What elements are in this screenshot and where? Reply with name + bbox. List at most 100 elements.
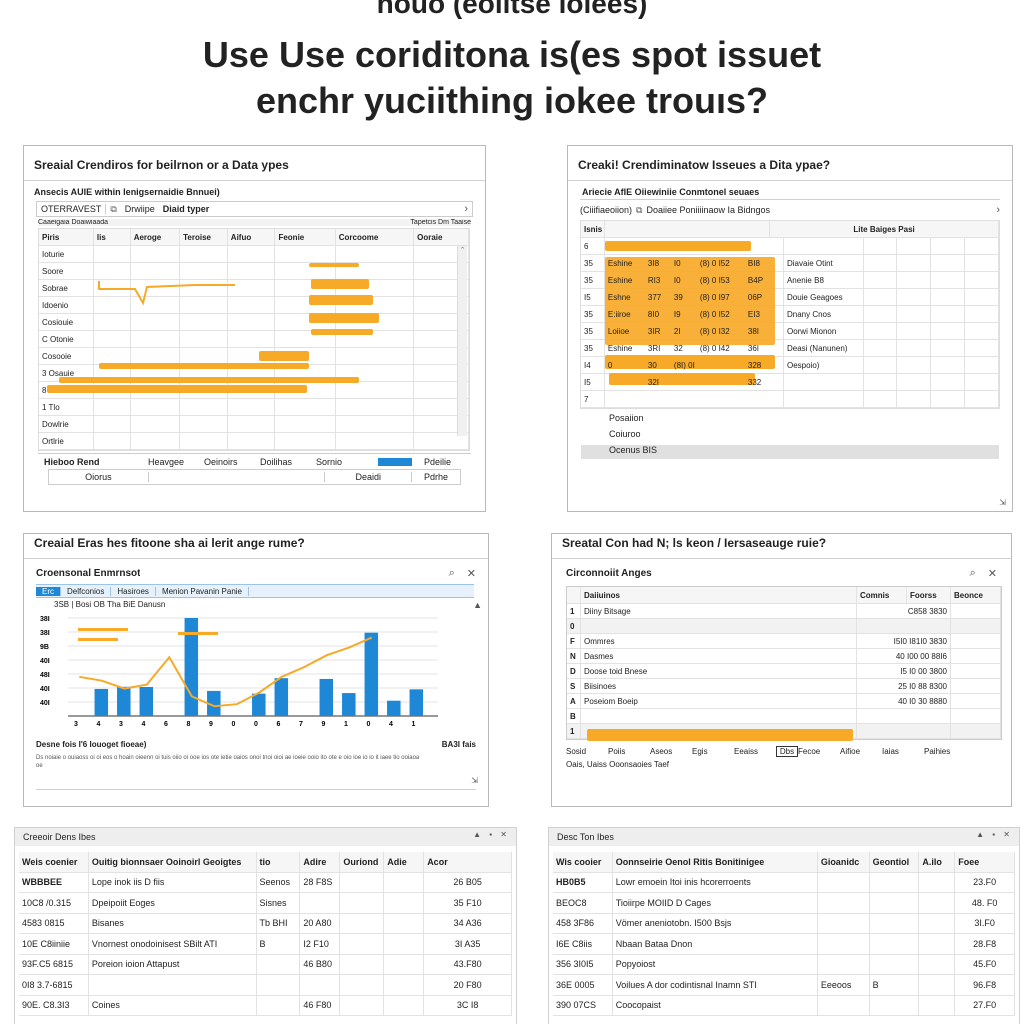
- table-row: 35 E:iiroe 8I0 I9 (8) 0 I52 EI3 Dnany Cnos: [581, 306, 1000, 323]
- table-cell: [919, 872, 956, 892]
- footer-item[interactable]: Dbs: [776, 745, 798, 757]
- chart-bar[interactable]: [139, 686, 154, 716]
- chart-bar[interactable]: [387, 700, 401, 716]
- column-header[interactable]: Adie: [384, 852, 425, 872]
- table-row[interactable]: I6E C8iis Nbaan Bataa Dnon 28.F8: [553, 934, 1015, 955]
- table-row[interactable]: 10E C8iiniie Vnornest onodoinisest SBilt …: [19, 934, 512, 955]
- column-header[interactable]: A.ilo: [919, 852, 956, 872]
- chart-bar[interactable]: [274, 678, 289, 716]
- chart-bar[interactable]: [319, 678, 334, 716]
- column-header[interactable]: Ouitig bionnsaer Ooinoirl Geoigtes: [88, 852, 257, 872]
- table-row[interactable]: 90E. C8.3I3 Coines 46 F80 3C I8: [19, 995, 512, 1016]
- data-type-field[interactable]: Diaid typer: [162, 204, 210, 214]
- table-row[interactable]: BEOC8 Tioiirpe MOIID D Cages 48. F0: [553, 893, 1015, 914]
- table-row[interactable]: HB0B5 Lowr emoein Itoi inis hcorerroents 2…: [553, 872, 1015, 893]
- table-row[interactable]: 0I8 3.7-6815 20 F80: [19, 975, 512, 996]
- footer-item[interactable]: Aifioe: [840, 746, 861, 756]
- chart-bar[interactable]: [364, 632, 379, 716]
- footer-button[interactable]: Oiorus: [49, 472, 149, 482]
- table-row[interactable]: 390 07CS Coocopaist 27.F0: [553, 995, 1015, 1016]
- table-row[interactable]: 36E 0005 Voilues A dor codintisnal Inamn …: [553, 975, 1015, 996]
- table-row[interactable]: 10C8 /0.315 Dpeipoiit Eoges Sisnes 35 F10: [19, 893, 512, 914]
- footer-item[interactable]: Paihies: [924, 746, 951, 756]
- resize-icon[interactable]: ⇲: [471, 776, 478, 785]
- chart-bar[interactable]: [207, 690, 221, 716]
- column-header[interactable]: Teroise: [180, 229, 228, 245]
- resize-icon[interactable]: ⇲: [999, 498, 1006, 507]
- column-header[interactable]: Beonce: [951, 587, 1001, 603]
- column-header[interactable]: Foee: [955, 852, 1015, 872]
- column-header[interactable]: Ouriond: [340, 852, 385, 872]
- tab-3[interactable]: Hasiroes: [111, 586, 156, 596]
- table-cell: [131, 314, 181, 330]
- toolbar-right[interactable]: Tapetcis Dm Taaise: [410, 219, 471, 226]
- tab-1[interactable]: Erc: [36, 586, 61, 596]
- column-header[interactable]: Corcoome: [335, 229, 415, 245]
- footer-item[interactable]: Poiis: [608, 746, 626, 756]
- highlight-mark: [78, 638, 118, 641]
- column-header[interactable]: [567, 587, 581, 603]
- tab-2[interactable]: Delfconios: [61, 586, 112, 596]
- footer-item[interactable]: Iaias: [882, 746, 899, 756]
- chart-bar[interactable]: [252, 693, 266, 716]
- column-header[interactable]: Foorss: [907, 587, 951, 603]
- footer-item[interactable]: Egis: [692, 746, 708, 756]
- column-header[interactable]: Piris: [39, 229, 94, 245]
- close-icon[interactable]: ✕: [466, 568, 476, 580]
- headline-line-1: Use Use coriditona is(es spot issuet: [202, 34, 822, 75]
- range-field[interactable]: (Ciiifiaeoiion): [580, 205, 633, 215]
- column-header[interactable]: Weis coenier: [19, 852, 89, 872]
- close-icon[interactable]: ✕: [987, 568, 997, 580]
- table-row[interactable]: 356 3I0I5 Popyoiost 45.F0: [553, 954, 1015, 975]
- chevron-right-icon[interactable]: ›: [464, 203, 468, 215]
- column-header[interactable]: Aifuo: [227, 229, 276, 245]
- vertical-scrollbar[interactable]: ⌃: [457, 246, 467, 436]
- table-cell: [897, 323, 932, 339]
- rule-field[interactable]: Drwiipe: [124, 204, 155, 214]
- table-row[interactable]: WBBBEE Lope inok iis D fiis Seenos 28 F8S 26…: [19, 872, 512, 893]
- table-cell: 28 F8S: [300, 872, 341, 892]
- range-field[interactable]: OTERRAVEST: [37, 204, 107, 214]
- chart-bar[interactable]: [94, 688, 109, 716]
- column-header[interactable]: Daiiuinos: [581, 587, 857, 603]
- footer-item[interactable]: Aseos: [650, 746, 673, 756]
- copy-icon[interactable]: ⧉: [636, 204, 643, 215]
- column-header[interactable]: Aeroge: [130, 229, 181, 245]
- copy-icon[interactable]: ⧉: [110, 203, 117, 214]
- row-name: Ommres: [581, 634, 857, 648]
- footer-item[interactable]: Sosid: [566, 746, 587, 756]
- column-header[interactable]: Oonnseirie Oenol Ritis Bonitinigee: [612, 852, 818, 872]
- chart-bar[interactable]: [117, 686, 131, 716]
- column-header[interactable]: tio: [256, 852, 301, 872]
- column-header[interactable]: Wis cooier: [553, 852, 613, 872]
- column-header[interactable]: Geontiol: [869, 852, 920, 872]
- column-header[interactable]: Feonie: [275, 229, 336, 245]
- search-icon[interactable]: ⌕: [969, 567, 976, 579]
- chart-bar[interactable]: [409, 689, 424, 716]
- column-header[interactable]: Gioanidc: [817, 852, 870, 872]
- search-icon[interactable]: ⌕: [448, 567, 455, 579]
- table-cell: Poreion ioion Attapust: [89, 954, 257, 974]
- column-header[interactable]: Acor: [424, 852, 512, 872]
- chart-bar[interactable]: [342, 693, 356, 716]
- footer-button[interactable]: Deaidi: [324, 472, 413, 482]
- footer-item[interactable]: Eeaiss: [734, 746, 759, 756]
- column-header[interactable]: lis: [93, 229, 131, 245]
- pin-icon[interactable]: ▲: [473, 600, 482, 610]
- table-row[interactable]: 93F.C5 6815 Poreion ioion Attapust 46 B80 4…: [19, 954, 512, 975]
- table-cell: [931, 289, 966, 305]
- tab-4[interactable]: Menion Pavanin Panie: [156, 586, 249, 596]
- window-controls-icon[interactable]: ▲ ▪ ✕: [976, 830, 1013, 839]
- table-cell: [965, 374, 1000, 390]
- table-row[interactable]: 4583 0815 Bisanes Tb BHI 20 A80 34 A36: [19, 913, 512, 934]
- column-header[interactable]: Adire: [300, 852, 341, 872]
- footer-item[interactable]: Fecoe: [798, 746, 821, 756]
- rule-field[interactable]: Doaiiee Poniiiinaow Ia Bidngos: [646, 205, 771, 215]
- chevron-right-icon[interactable]: ›: [996, 204, 1000, 216]
- column-header[interactable]: Ooraie: [414, 229, 469, 245]
- window-controls-icon[interactable]: ▲ ▪ ✕: [473, 830, 510, 839]
- footer-button[interactable]: Pdrhe: [424, 472, 449, 482]
- row-id: 390 07CS: [553, 995, 613, 1015]
- column-header[interactable]: Comnis: [857, 587, 907, 603]
- table-row[interactable]: 458 3F86 Vömer aneniotobn. I500 Bsjs 3I.F0: [553, 913, 1015, 934]
